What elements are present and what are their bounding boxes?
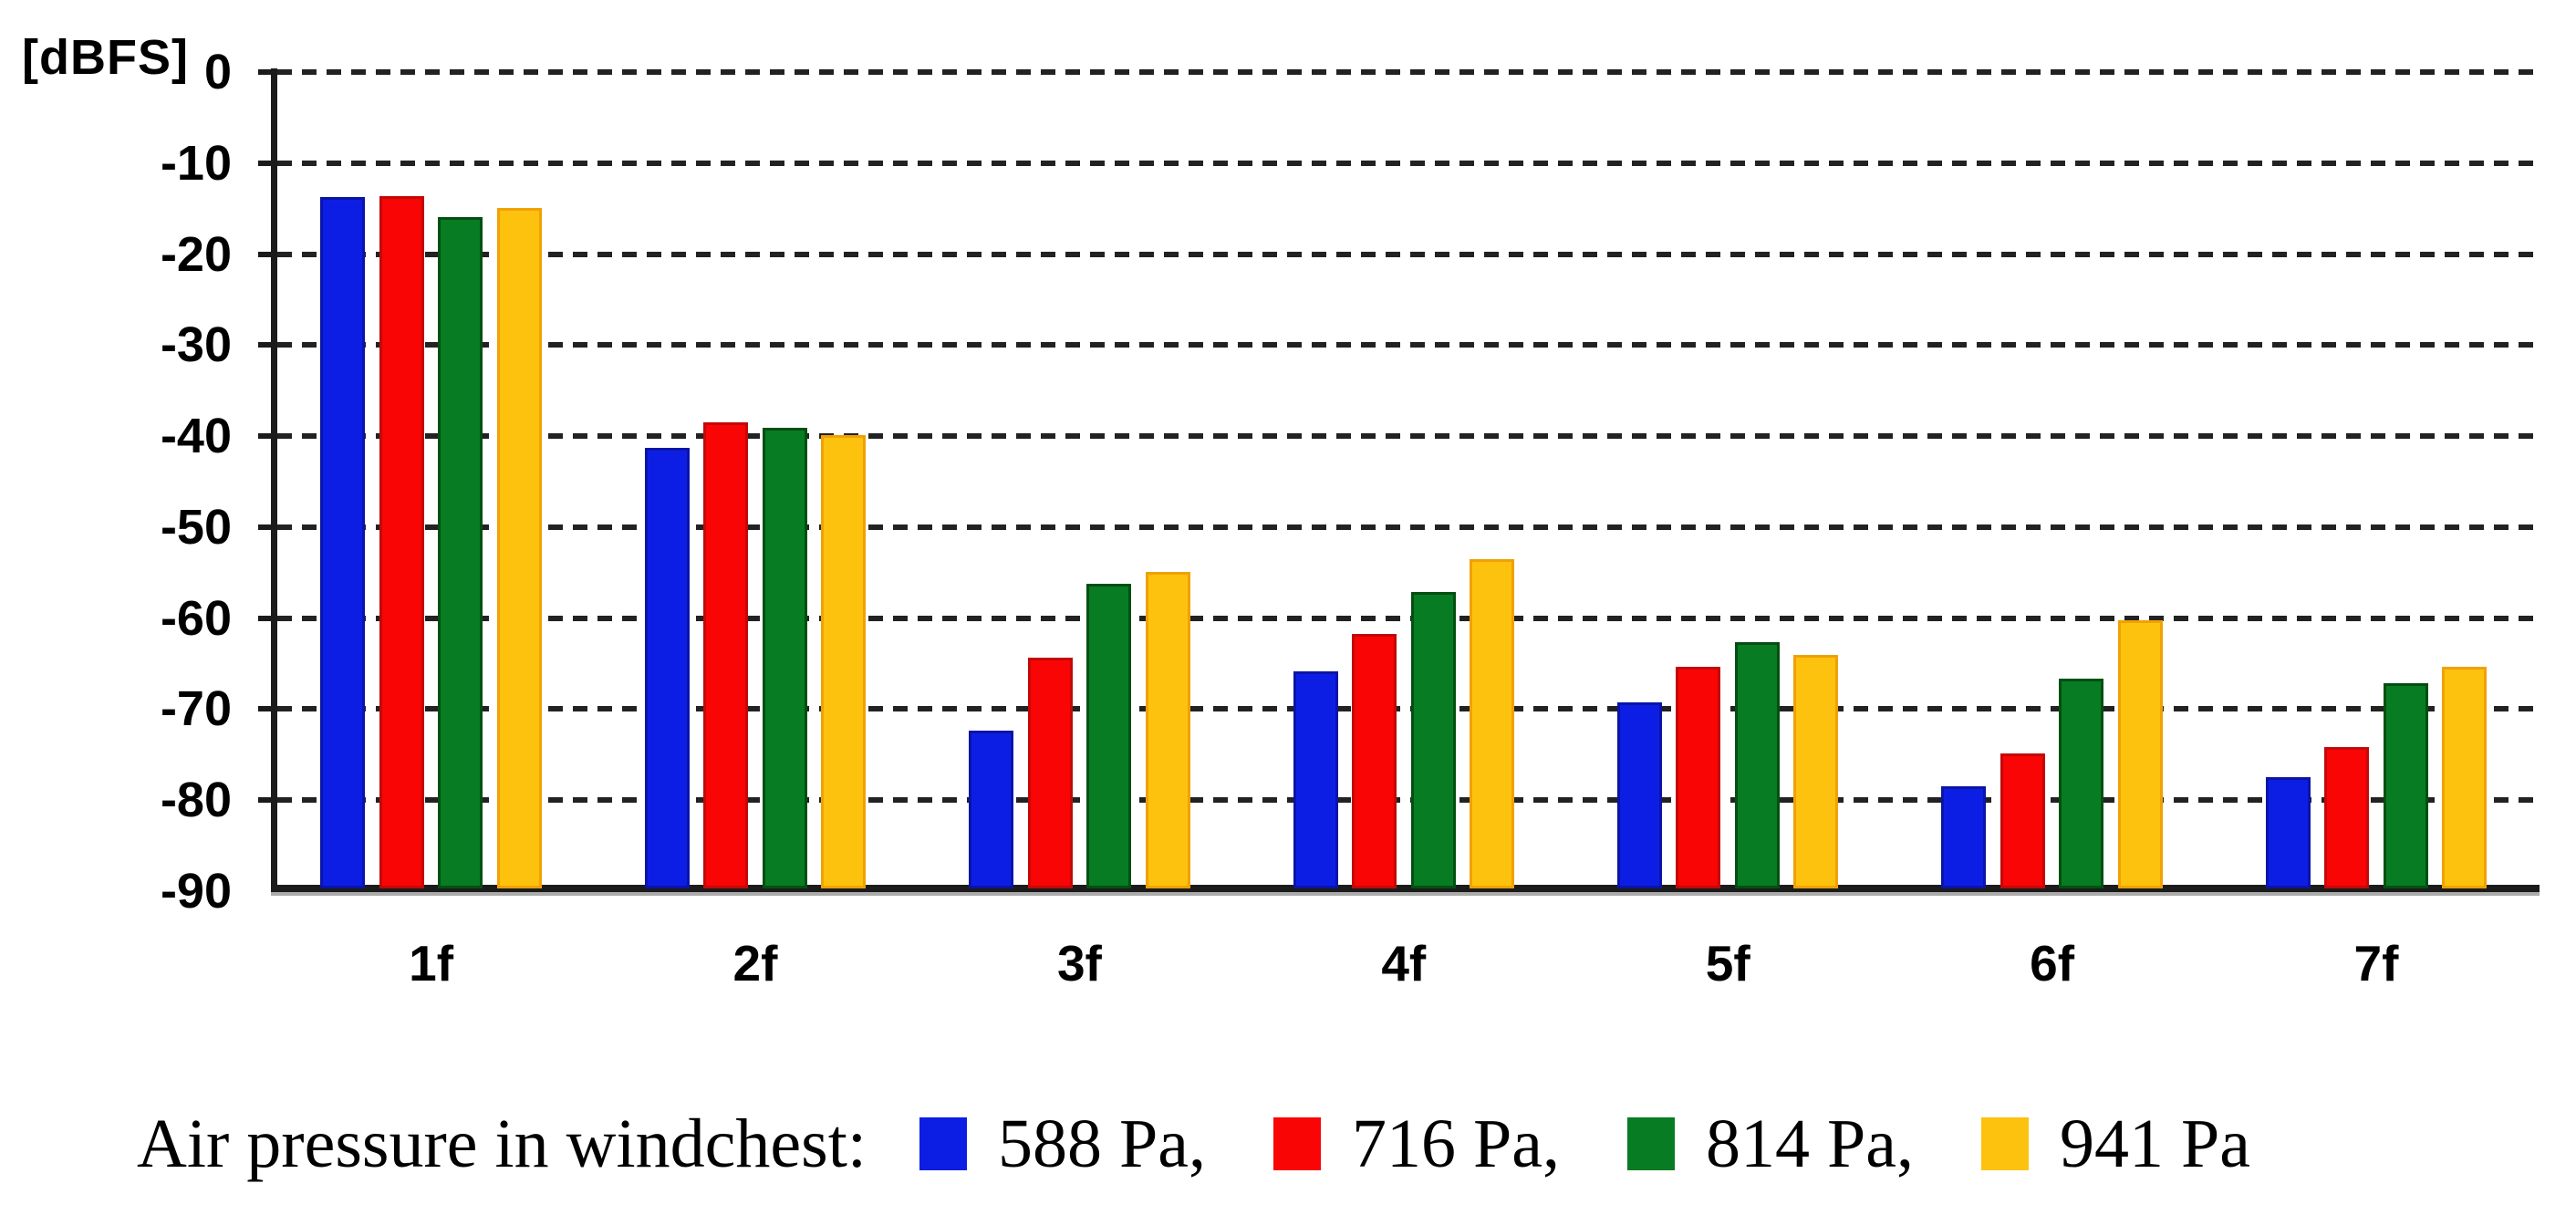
bar-1f-814pa: [438, 216, 483, 888]
y-tick-label--90: -90: [160, 864, 232, 919]
bar-6f-716pa: [2000, 753, 2045, 888]
y-tick--60: [258, 615, 273, 621]
bar-7f-814pa: [2383, 682, 2428, 888]
gridline--60: [277, 615, 2536, 621]
y-tick-label--20: -20: [160, 226, 232, 282]
bar-7f-588pa: [2265, 777, 2311, 888]
bar-1f-941pa: [496, 207, 542, 888]
bar-4f-814pa: [1410, 591, 1456, 888]
bar-5f-941pa: [1793, 654, 1839, 888]
y-tick--20: [258, 251, 273, 257]
bar-3f-941pa: [1145, 571, 1190, 888]
bar-2f-588pa: [644, 448, 690, 888]
legend: Air pressure in windchest: 588 Pa, 716 Pa…: [137, 1093, 2472, 1195]
legend-item-941pa: 941 Pa: [1980, 1105, 2250, 1184]
bar-2f-814pa: [762, 428, 807, 888]
y-tick--40: [258, 433, 273, 440]
y-tick-label-0: 0: [203, 45, 232, 99]
x-tick-label-6f: 6f: [2030, 935, 2075, 992]
gridline--30: [277, 342, 2536, 348]
legend-label: 941 Pa: [2059, 1105, 2250, 1182]
bar-5f-814pa: [1734, 641, 1780, 888]
bar-5f-716pa: [1676, 666, 1721, 888]
legend-item-716pa: 716 Pa,: [1272, 1105, 1560, 1184]
bar-4f-588pa: [1293, 670, 1338, 888]
bar-5f-588pa: [1616, 702, 1662, 888]
y-tick-label--60: -60: [160, 590, 232, 646]
legend-item-814pa: 814 Pa,: [1626, 1105, 1914, 1184]
legend-swatch-icon: [1626, 1117, 1675, 1170]
y-tick--70: [258, 706, 273, 712]
bar-6f-588pa: [1941, 786, 1987, 888]
legend-label: 814 Pa,: [1705, 1105, 1914, 1182]
bar-6f-941pa: [2117, 619, 2163, 888]
y-axis-line: [271, 68, 277, 892]
y-tick--80: [258, 797, 273, 804]
y-axis-unit-label: [dBFS]: [22, 30, 189, 85]
x-tick-label-5f: 5f: [1705, 935, 1750, 992]
bar-4f-941pa: [1470, 558, 1515, 888]
gridline--80: [277, 797, 2536, 804]
bar-1f-588pa: [320, 196, 366, 888]
gridline--10: [277, 160, 2536, 166]
bar-1f-716pa: [379, 195, 424, 888]
legend-swatch-icon: [919, 1117, 967, 1170]
x-tick-label-4f: 4f: [1381, 935, 1427, 992]
legend-swatch-icon: [1272, 1117, 1321, 1170]
legend-item-588pa: 588 Pa,: [919, 1105, 1206, 1184]
y-tick-label--40: -40: [160, 409, 232, 464]
gridline--40: [277, 433, 2536, 440]
x-tick-label-3f: 3f: [1056, 935, 1102, 992]
gridline-0: [277, 69, 2536, 75]
y-tick-label--80: -80: [160, 773, 232, 828]
gridline--50: [277, 524, 2536, 530]
x-tick-label-2f: 2f: [732, 935, 778, 992]
bar-2f-716pa: [703, 422, 749, 888]
y-tick-label--70: -70: [160, 681, 232, 737]
y-tick--50: [258, 524, 273, 530]
legend-swatch-icon: [1980, 1117, 2029, 1170]
y-tick--30: [258, 342, 273, 348]
x-tick-label-1f: 1f: [409, 935, 454, 992]
legend-label: 716 Pa,: [1351, 1105, 1560, 1182]
gridline--70: [277, 706, 2536, 712]
bar-7f-941pa: [2442, 666, 2488, 888]
legend-label: 588 Pa,: [997, 1105, 1206, 1182]
legend-title: Air pressure in windchest:: [137, 1105, 867, 1182]
y-tick-label--10: -10: [160, 135, 232, 191]
bar-4f-716pa: [1352, 633, 1397, 888]
x-axis-baseline: [271, 885, 2540, 892]
bar-3f-814pa: [1086, 583, 1132, 888]
x-axis-baseline-shadow: [271, 892, 2540, 896]
y-tick-label--30: -30: [160, 317, 232, 373]
y-tick-label--50: -50: [160, 499, 232, 555]
x-tick-label-7f: 7f: [2353, 935, 2399, 992]
bar-3f-588pa: [969, 731, 1014, 888]
bar-3f-716pa: [1027, 657, 1073, 888]
bar-7f-716pa: [2324, 747, 2370, 888]
gridline--20: [277, 251, 2536, 257]
bar-2f-941pa: [821, 435, 867, 888]
y-tick--10: [258, 160, 273, 166]
bar-6f-814pa: [2059, 678, 2104, 888]
y-tick-0: [258, 69, 273, 75]
